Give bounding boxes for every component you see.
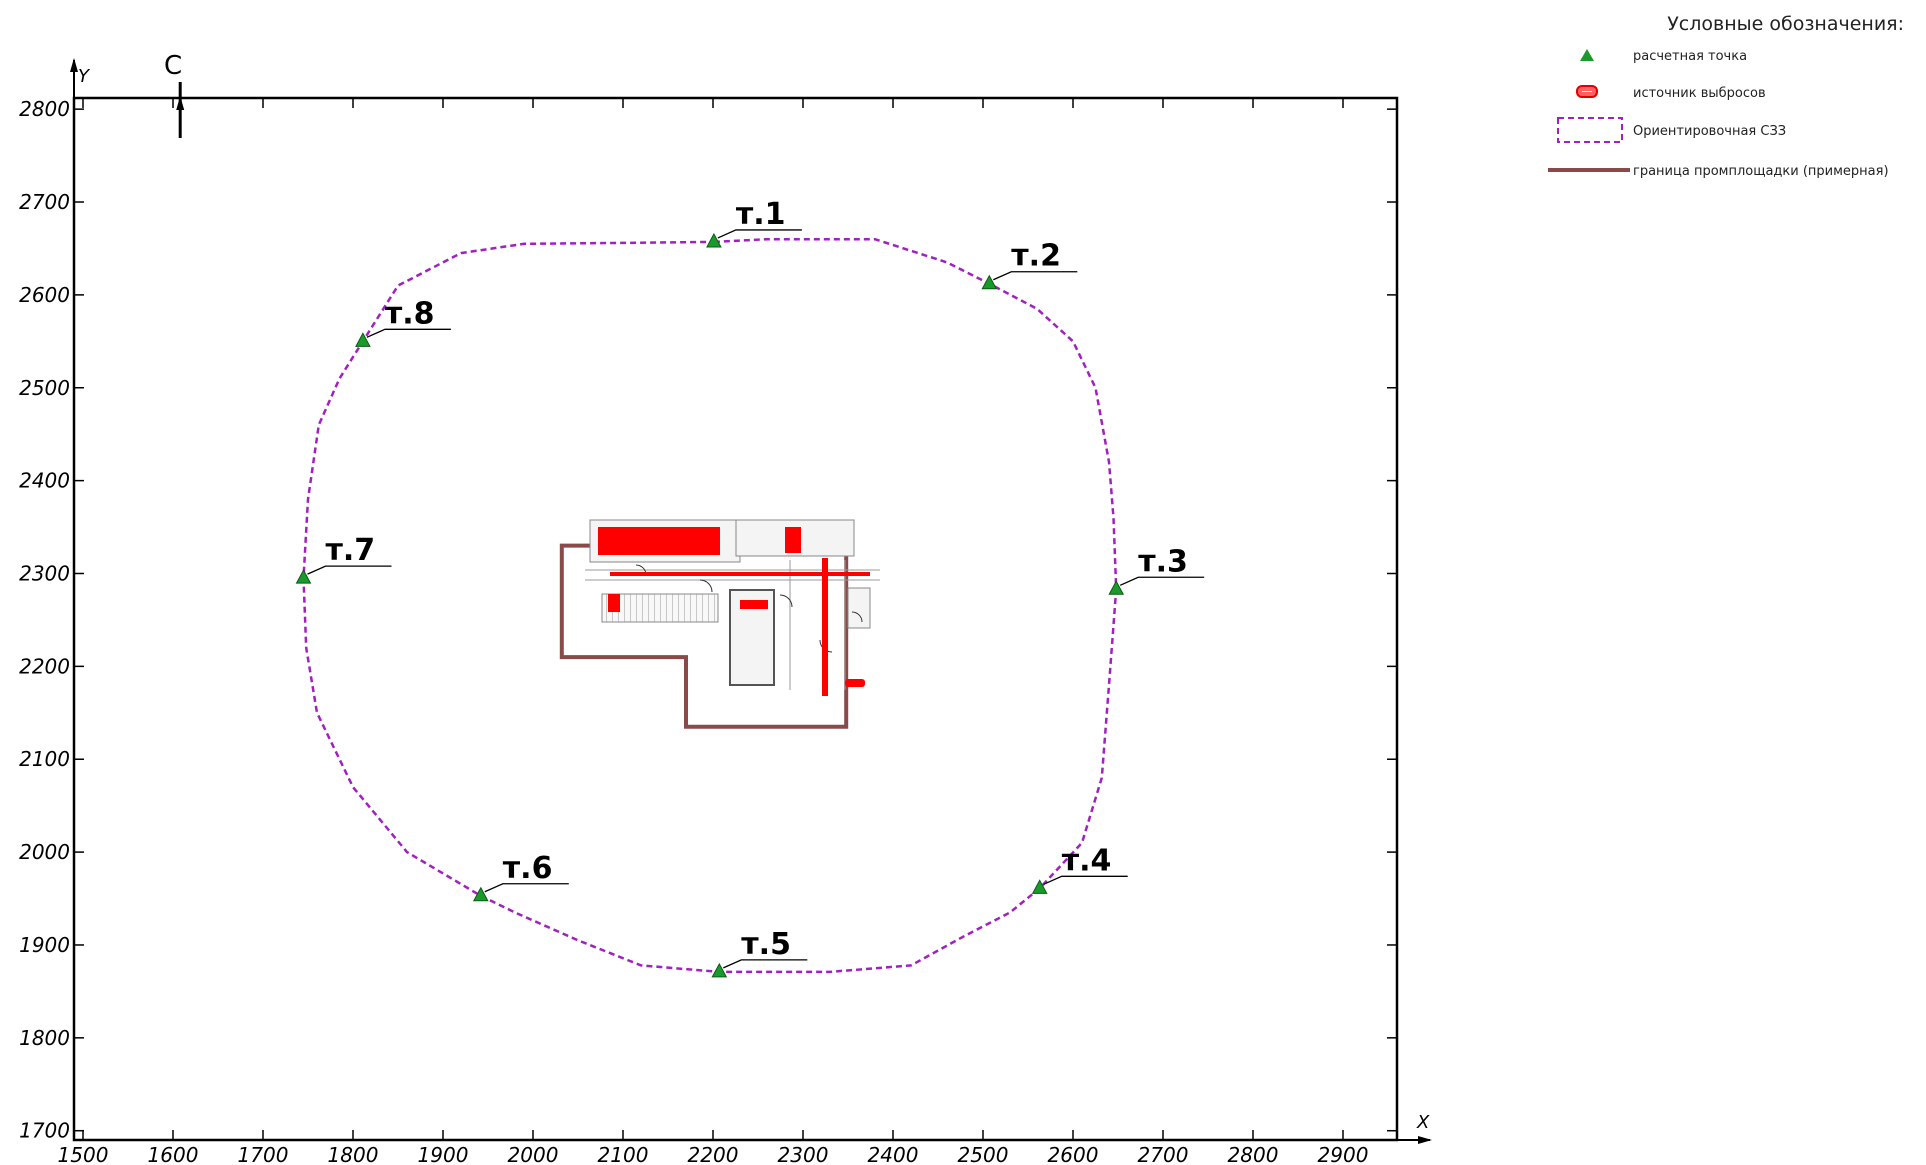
calc-point-leader [366, 328, 451, 338]
legend-title: Условные обозначения: [1667, 13, 1904, 35]
calc-point-leader [484, 883, 569, 893]
x-tick-label: 1500 [58, 1143, 109, 1165]
emission-source [608, 594, 620, 612]
calc-point-label: т.6 [503, 851, 553, 886]
y-axis-ticks: 1700 1800 1900 2000 2100 2200 2300 2400 2500 2600… [19, 97, 1397, 1143]
y-tick-label: 2100 [19, 747, 70, 771]
x-tick-label: 1700 [238, 1143, 289, 1165]
x-tick-label: 2000 [508, 1143, 559, 1165]
x-tick-label: 2900 [1318, 1143, 1369, 1165]
x-tick-label: 2800 [1228, 1143, 1279, 1165]
calc-points: т.1 т.2 т.3 т.4 т.5 т.6 т.7 т.8 [295, 197, 1205, 978]
site-room [847, 587, 871, 629]
calc-point-label: т.3 [1138, 544, 1188, 579]
legend-label-source: источник выбросов [1633, 86, 1766, 101]
legend-point-icon [1580, 49, 1594, 61]
x-tick-label: 1600 [148, 1143, 199, 1165]
calc-point-marker [711, 962, 728, 978]
calc-point-label: т.4 [1062, 843, 1112, 878]
calc-point-leader [717, 229, 802, 239]
y-tick-label: 1900 [19, 933, 70, 957]
y-axis-arrow [70, 58, 78, 98]
x-tick-label: 2300 [778, 1143, 829, 1165]
calc-point-leader [993, 271, 1078, 281]
calc-point-marker [355, 332, 371, 347]
emission-source [822, 558, 828, 696]
calc-point-leader [1043, 875, 1128, 885]
emission-source [740, 600, 768, 609]
x-tick-label: 1800 [328, 1143, 379, 1165]
calc-point-marker [1108, 580, 1125, 595]
calc-point-marker [295, 569, 312, 584]
y-tick-label: 2800 [19, 97, 70, 121]
calc-point-marker [706, 232, 722, 248]
legend: Условные обозначения: расчетная точка ис… [1548, 13, 1904, 179]
calc-point-marker [472, 886, 489, 902]
emission-source [845, 679, 865, 687]
y-axis-name: Y [78, 66, 91, 87]
calc-point-leader [1119, 576, 1205, 586]
y-tick-label: 2400 [19, 469, 70, 493]
emission-source [785, 527, 801, 553]
site-stair [601, 593, 719, 623]
y-tick-label: 2500 [19, 376, 70, 400]
y-tick-label: 2300 [19, 561, 70, 585]
x-axis-name: X [1416, 1112, 1430, 1133]
x-tick-label: 2400 [868, 1143, 919, 1165]
north-arrow [176, 82, 185, 138]
legend-label-boundary: граница промплощадки (примерная) [1633, 164, 1889, 179]
y-tick-label: 2000 [19, 840, 70, 864]
calc-point-leader [307, 565, 392, 575]
calc-point-label: т.5 [741, 927, 791, 962]
y-tick-label: 2600 [19, 283, 70, 307]
legend-source-icon [1576, 85, 1598, 98]
calc-point-marker [981, 274, 998, 290]
calc-point-marker [1031, 879, 1048, 894]
y-tick-label: 1800 [19, 1026, 70, 1050]
site-plan [559, 519, 880, 729]
legend-label-szz: Ориентировочная СЗЗ [1633, 124, 1786, 139]
calc-point-label: т.1 [736, 197, 786, 232]
calc-point-label: т.8 [385, 296, 435, 331]
calc-point-label: т.7 [326, 533, 376, 568]
legend-label-point: расчетная точка [1633, 49, 1747, 64]
y-tick-label: 2700 [19, 190, 70, 214]
calc-point-leader [723, 959, 808, 969]
emission-source [598, 527, 720, 555]
map-frame [72, 96, 1399, 1142]
szz-boundary [302, 237, 1118, 974]
x-tick-label: 2100 [598, 1143, 649, 1165]
x-tick-label: 2200 [688, 1143, 739, 1165]
legend-szz-icon [1557, 117, 1623, 143]
calc-point-label: т.2 [1011, 239, 1061, 274]
y-tick-label: 2200 [19, 654, 70, 678]
x-tick-label: 1900 [418, 1143, 469, 1165]
x-tick-label: 2600 [1048, 1143, 1099, 1165]
y-tick-label: 1700 [19, 1119, 70, 1143]
north-label: С [164, 51, 182, 81]
x-tick-label: 2500 [958, 1143, 1009, 1165]
x-axis-arrow [1397, 1136, 1432, 1144]
x-tick-label: 2700 [1138, 1143, 1189, 1165]
x-axis-ticks: 1500 1600 1700 1800 1900 2000 2100 2200 2300 2400… [58, 98, 1369, 1165]
